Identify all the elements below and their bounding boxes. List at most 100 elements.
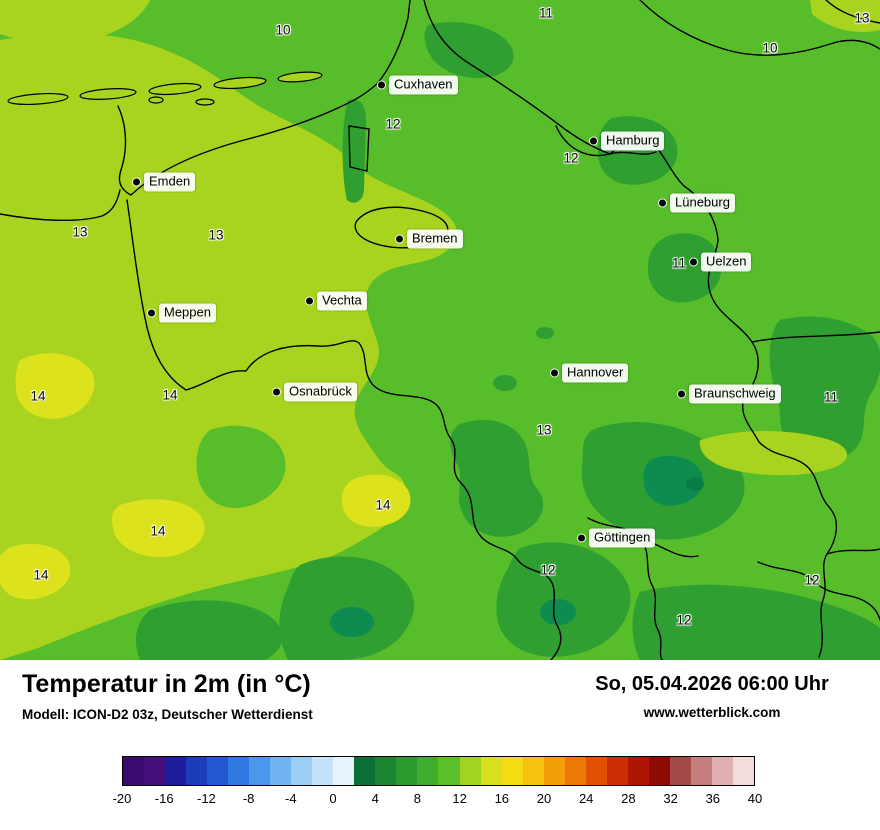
temperature-map: Cuxhaven Hamburg Emden Lüneburg Bremen Uelzen… [0,0,880,660]
city-layer: Cuxhaven Hamburg Emden Lüneburg Bremen Uelzen… [133,75,781,548]
colorbar-segment [690,757,712,785]
city-label: Bremen [407,229,463,249]
colorbar-segment [207,757,229,785]
city-marker-braunschweig: Braunschweig [678,384,781,404]
city-marker-bremen: Bremen [396,229,463,249]
colorbar-tick: -4 [285,791,297,806]
city-label: Cuxhaven [389,75,458,95]
temp-label-layer: 10 11 13 10 12 12 13 13 11 14 14 11 13 14 14 14 12 12 12 [30,5,870,628]
city-label: Braunschweig [689,384,781,404]
colorbar-segment [312,757,334,785]
temperature-field-layer [0,0,880,660]
map-svg [0,0,880,660]
city-label: Göttingen [589,528,656,548]
colorbar-tick: 12 [452,791,467,806]
city-label: Osnabrück [284,382,357,402]
temp-value-label: 10 [275,22,291,38]
city-label: Hamburg [601,131,665,151]
colorbar-segment [459,757,481,785]
colorbar-segment [123,757,145,785]
city-dot-icon [306,297,313,305]
colorbar-tick: 36 [705,791,721,806]
colorbar-segment [711,757,733,785]
colorbar-tick: -12 [196,791,216,806]
colorbar-tick: -16 [154,791,174,806]
temp-value-label: 13 [536,422,552,438]
colorbar-segment [354,757,376,785]
forecast-datetime: So, 05.04.2026 06:00 Uhr [595,673,829,695]
colorbar-segment [249,757,271,785]
city-marker-meppen: Meppen [148,303,216,323]
city-dot-icon [133,178,140,186]
footer-right-block: So, 05.04.2026 06:00 Uhr www.wetterblick… [562,673,862,720]
city-marker-gttingen: Göttingen [578,528,656,548]
temp-value-label: 12 [563,150,579,166]
temp-value-label: 14 [150,523,166,539]
temp-value-label: 13 [208,227,224,243]
colorbar-segment [627,757,649,785]
colorbar-segment [396,757,418,785]
temp-value-label: 14 [162,387,178,403]
colorbar-segment [186,757,208,785]
city-marker-emden: Emden [133,172,196,192]
temp-value-label: 11 [823,389,839,405]
temp-value-label: 11 [538,5,554,21]
temp-value-label: 14 [375,497,391,513]
island-group [7,71,323,106]
colorbar-tick: 8 [413,791,422,806]
colorbar-tick: 40 [747,791,763,806]
city-dot-icon [148,309,155,317]
city-dot-icon [551,369,558,377]
map-title: Temperatur in 2m (in °C) [22,670,311,698]
city-marker-hamburg: Hamburg [590,131,665,151]
website-url: www.wetterblick.com [643,705,781,720]
colorbar-segment [333,757,355,785]
colorbar-tick: 16 [494,791,510,806]
city-marker-cuxhaven: Cuxhaven [378,75,458,95]
temp-value-label: 12 [385,116,401,132]
colorbar-tick: 0 [329,791,337,806]
colorbar-tick: 20 [536,791,552,806]
colorbar-segment [144,757,166,785]
city-dot-icon [590,137,597,145]
temp-value-label: 13 [72,224,88,240]
city-marker-vechta: Vechta [306,291,367,311]
colorbar-segment [501,757,523,785]
colorbar-segment [522,757,544,785]
colorbar-segment [291,757,313,785]
colorbar-tick: 24 [578,791,594,806]
city-label: Hannover [562,363,629,383]
temperature-colorbar [122,756,755,786]
temp-value-label: 12 [540,562,556,578]
city-label: Vechta [317,291,367,311]
city-label: Meppen [159,303,216,323]
colorbar-segment [375,757,397,785]
city-dot-icon [690,258,697,266]
city-dot-icon [578,534,585,542]
colorbar-segment [438,757,460,785]
temp-value-label: 14 [33,567,49,583]
city-dot-icon [678,390,685,398]
colorbar-segment [417,757,439,785]
colorbar-segment [606,757,628,785]
city-label: Emden [144,172,196,192]
temp-value-label: 11 [671,255,687,271]
city-dot-icon [273,388,280,396]
colorbar-segment [270,757,292,785]
city-marker-osnabrck: Osnabrück [273,382,357,402]
temp-value-label: 12 [676,612,692,628]
colorbar-segment [732,757,754,785]
footer: Temperatur in 2m (in °C) Modell: ICON-D2… [0,660,880,830]
colorbar-segment [228,757,250,785]
colorbar-tick-labels: -20 -16 -12 -8 -4 0 4 8 12 16 20 24 28 32 36 40 [113,791,763,809]
colorbar-segment [564,757,586,785]
colorbar-segment [480,757,502,785]
border-lines [0,0,880,660]
model-info: Modell: ICON-D2 03z, Deutscher Wetterdie… [22,707,313,722]
temp-value-label: 13 [854,10,870,26]
colorbar-segment [543,757,565,785]
colorbar-tick: -8 [242,791,255,806]
colorbar-segment [669,757,691,785]
colorbar-tick: -20 [112,791,132,806]
colorbar-segment [165,757,187,785]
